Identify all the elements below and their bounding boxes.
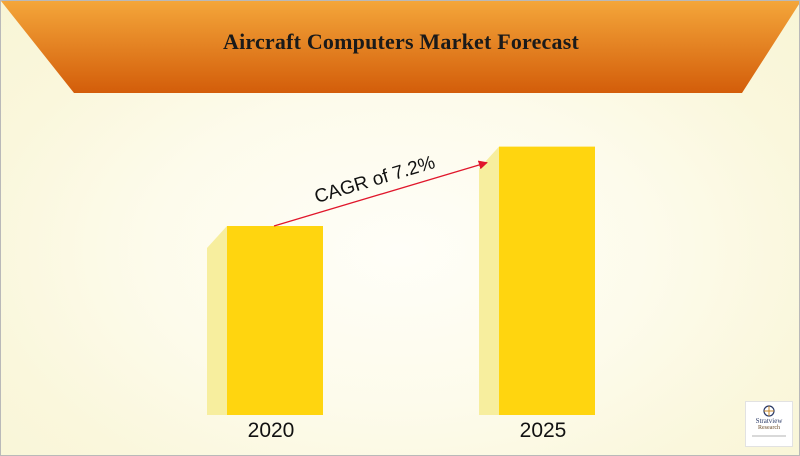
cagr-label: CAGR of 7.2% [312,152,438,208]
cagr-arrow [273,160,488,227]
chart-title: Aircraft Computers Market Forecast [222,29,580,54]
logo-name: Stratview [755,417,783,425]
bar-2020 [227,226,323,415]
category-label-2020: 2020 [248,419,295,442]
logo-tagline [752,435,786,437]
company-logo: Stratview Research [745,401,793,447]
stratview-logo-icon [763,405,775,417]
title-banner [1,1,799,93]
logo-subname: Research [758,425,780,431]
bar-2025 [499,146,595,415]
category-label-2025: 2025 [520,419,567,442]
bar-side-2020 [207,226,227,415]
bar-side-2025 [479,146,499,415]
